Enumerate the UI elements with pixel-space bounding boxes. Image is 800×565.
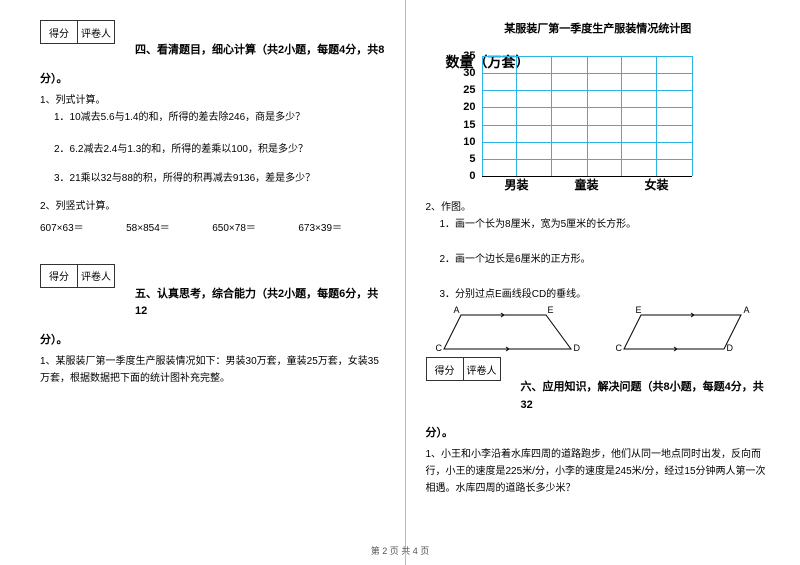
- xtick-women: 女装: [622, 176, 692, 193]
- geometry-shapes: A E C D E A C D: [426, 307, 766, 357]
- ytick-25: 25: [463, 84, 475, 96]
- ytick-0: 0: [469, 170, 475, 182]
- trap-A: A: [454, 305, 460, 315]
- ytick-5: 5: [469, 153, 475, 165]
- score-box-6: 得分 评卷人: [426, 357, 501, 381]
- x-axis-labels: 男装 童装 女装: [482, 176, 692, 193]
- section-4-title: 四、看清题目，细心计算（共2小题，每题4分，共8: [135, 42, 384, 60]
- trap-E: E: [548, 305, 554, 315]
- section-5-header: 得分 评卷人 五、认真思考，综合能力（共2小题，每题6分，共12: [40, 264, 385, 327]
- ytick-30: 30: [463, 67, 475, 79]
- calc-1: 607×63＝: [40, 219, 126, 234]
- q1-3: 3．21乘以32与88的积，所得的积再减去9136，差是多少？: [54, 169, 385, 184]
- section-5-title-end: 分）。: [40, 331, 385, 347]
- section-6-title-end: 分）。: [426, 424, 771, 440]
- para-C: C: [616, 343, 623, 353]
- score-box-5: 得分 评卷人: [40, 264, 115, 288]
- q1-1: 1．10减去5.6与1.4的和，所得的差去除246，商是多少？: [54, 109, 385, 126]
- ytick-35: 35: [463, 50, 475, 62]
- q6-1: 1、小王和小李沿着水库四周的道路跑步，他们从同一地点同时出发，反向而行，小王的速…: [426, 446, 771, 497]
- calc-3: 650×78＝: [212, 219, 298, 234]
- score-cell-score: 得分: [426, 357, 464, 381]
- trap-C: C: [436, 343, 443, 353]
- score-cell-reviewer: 评卷人: [78, 264, 115, 288]
- score-cell-score: 得分: [40, 20, 78, 44]
- chart-title: 某服装厂第一季度生产服装情况统计图: [426, 20, 771, 36]
- chart-container: 某服装厂第一季度生产服装情况统计图 数量（万套） 35 30 25 20 15 …: [426, 20, 771, 193]
- para-A: A: [744, 305, 750, 315]
- ytick-20: 20: [463, 101, 475, 113]
- q5-1: 1、某服装厂第一季度生产服装情况如下：男装30万套，童装25万套，女装35万套，…: [40, 353, 385, 387]
- calc-2: 58×854＝: [126, 219, 212, 234]
- ytick-10: 10: [463, 136, 475, 148]
- q5-2-3: 3．分别过点E画线段CD的垂线。: [440, 286, 771, 303]
- bar-chart: 数量（万套） 35 30 25 20 15 10 5 0: [436, 56, 706, 193]
- para-D: D: [727, 343, 734, 353]
- q1-2: 2．6.2减去2.4与1.3的和，所得的差乘以100，积是多少？: [54, 140, 385, 155]
- q5-2-2: 2．画一个边长是6厘米的正方形。: [440, 251, 771, 268]
- chart-gridlines: [482, 56, 692, 177]
- section-5-title: 五、认真思考，综合能力（共2小题，每题6分，共12: [135, 286, 385, 321]
- page-footer: 第 2 页 共 4 页: [0, 544, 800, 557]
- section-6-header: 得分 评卷人 六、应用知识，解决问题（共8小题，每题4分，共32: [426, 357, 771, 420]
- xtick-kid: 童装: [552, 176, 622, 193]
- xtick-men: 男装: [482, 176, 552, 193]
- column-calc-row: 607×63＝ 58×854＝ 650×78＝ 673×39＝: [40, 219, 385, 234]
- section-4-title-end: 分）。: [40, 70, 385, 86]
- section-6-title: 六、应用知识，解决问题（共8小题，每题4分，共32: [521, 379, 771, 414]
- ytick-15: 15: [463, 119, 475, 131]
- score-cell-reviewer: 评卷人: [78, 20, 115, 44]
- score-cell-score: 得分: [40, 264, 78, 288]
- trap-D: D: [574, 343, 581, 353]
- q5-2-1: 1．画一个长为8厘米，宽为5厘米的长方形。: [440, 216, 771, 233]
- calc-4: 673×39＝: [298, 219, 384, 234]
- para-E: E: [636, 305, 642, 315]
- score-box-4: 得分 评卷人: [40, 20, 115, 44]
- q1-label: 1、列式计算。: [40, 92, 385, 109]
- score-cell-reviewer: 评卷人: [464, 357, 501, 381]
- q2-label: 2、列竖式计算。: [40, 198, 385, 215]
- section-4-header: 得分 评卷人 四、看清题目，细心计算（共2小题，每题4分，共8: [40, 20, 385, 66]
- q5-2: 2、作图。: [426, 199, 771, 216]
